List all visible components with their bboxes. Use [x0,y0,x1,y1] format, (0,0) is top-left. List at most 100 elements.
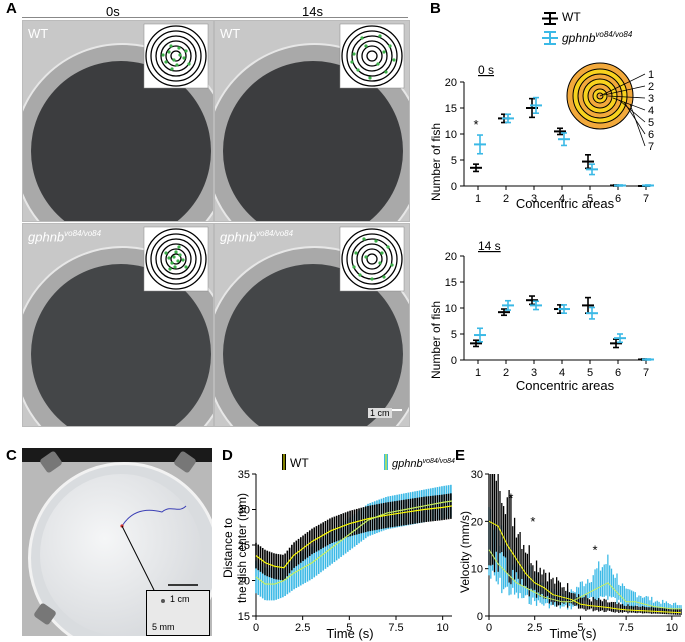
y-tick-label: 0 [451,181,457,193]
ring-label-1: 1 [648,69,654,81]
x-tick-label: 2.5 [527,622,542,634]
ylabel-b-top: Number of fish [429,123,443,201]
xlabel-b-top: Concentric areas [516,196,615,211]
legend-b-markers [542,12,558,45]
chart-e: Velocity (mm/s) Time (s) 0 10 20 30 0 2.5 5 7.5… [458,469,682,641]
x-tick-label: 7.5 [618,622,633,634]
ring-label-5: 5 [648,117,654,129]
panel-b-charts: Number of fish Concentric areas 0 s Numb… [429,62,654,393]
y-tick-label: 5 [451,329,457,341]
photo-label-mut: gphnbvo84/vo84 [28,229,101,244]
scale-label-a: 1 cm [368,408,392,418]
trajectory-overlay [120,505,198,591]
significance-star: * [593,542,598,557]
x-tick-label: 5 [346,622,352,634]
error-band-wt [255,493,452,581]
series-line-wt [255,505,453,569]
photo-label-wt: WT [28,26,49,41]
legend-d [282,454,388,470]
error-band-wt [488,474,682,615]
x-tick-label: 0 [486,622,492,634]
data-point-wt [554,127,566,136]
legend-d-wt: WT [290,456,309,470]
ylabel-d-1: Distance to [221,518,235,578]
ylabel-e: Velocity (mm/s) [458,511,472,593]
y-tick-label: 30 [238,505,250,517]
series-line-mut [255,500,453,585]
zoom-inset [146,590,210,636]
x-tick-label: 4 [559,193,565,205]
x-tick-label: 3 [531,193,537,205]
inset-target-mut-14s [339,226,405,292]
legend-b-mut: gphnbvo84/vo84 [562,30,632,45]
data-point-mut [558,132,570,147]
x-tick-label: 10 [666,622,678,634]
panel-e-letter: E [455,447,466,464]
inset-target-wt-0s [143,23,209,89]
x-tick-label: 5 [577,622,583,634]
scale-label-c-small: 5 mm [152,622,175,632]
data-point-mut [586,163,598,176]
panel-d-letter: D [222,447,233,464]
x-tick-label: 1 [475,367,481,379]
legend-d-mut-sup: vo84/vo84 [423,458,455,465]
series-line-wt [488,520,682,614]
legend-b-wt: WT [562,10,581,24]
data-point-mut [502,299,514,311]
ylabel-b-bottom: Number of fish [429,301,443,379]
x-tick-label: 5 [587,367,593,379]
y-tick-label: 10 [445,129,457,141]
legend-b-mut-sup: vo84/vo84 [595,30,633,39]
data-point-mut [558,304,570,315]
data-point-wt [526,295,538,306]
data-point-mut [530,96,542,114]
data-point-mut [586,306,598,320]
inset-target-wt-14s [339,23,405,89]
data-point-mut [474,134,486,155]
data-point-wt [498,308,510,317]
data-point-wt [470,163,482,173]
data-point-wt [470,339,482,348]
data-point-mut [474,327,486,343]
y-tick-label: 20 [471,516,483,528]
title-b-top: 0 s [478,63,494,77]
y-tick-label: 15 [238,611,250,623]
ylabel-d-2: the dish center (mm) [235,493,249,603]
genotype-base: gphnb [220,229,257,245]
data-point-mut [614,184,626,187]
data-point-wt [610,338,622,349]
xlabel-d: Time (s) [326,626,373,641]
legend-b-mut-base: gphnb [562,31,596,45]
y-tick-label: 5 [451,155,457,167]
photo-label-wt: WT [220,26,241,41]
x-tick-label: 0 [253,622,259,634]
y-tick-label: 30 [471,469,483,481]
chart-b-bottom: 0 5 10 15 20 1 2 3 4 5 6 7 [445,251,654,379]
data-point-wt [582,154,594,170]
significance-star: * [508,490,513,505]
x-tick-label: 3 [531,367,537,379]
y-tick-label: 15 [445,277,457,289]
x-tick-label: 7 [643,367,649,379]
genotype-sup: vo84/vo84 [256,229,294,238]
concentric-rings-icon [566,62,646,147]
genotype-base: gphnb [28,229,65,245]
inset-target-mut-0s [143,226,209,292]
x-tick-label: 4 [559,367,565,379]
x-tick-label: 7 [643,193,649,205]
chart-d-plot: 15 20 25 30 35 0 2.5 5 7.5 10 [238,469,453,634]
scale-label-c-big: 1 cm [170,594,190,604]
genotype-sup: vo84/vo84 [64,229,102,238]
x-tick-label: 7.5 [388,622,403,634]
y-tick-label: 15 [445,103,457,115]
photo-label-mut: gphnbvo84/vo84 [220,229,293,244]
series-line-mut [488,549,681,610]
significance-star: * [530,514,535,529]
data-point-mut [502,113,514,124]
ring-label-3: 3 [648,93,654,105]
panel-a-time-14: 14s [302,4,323,19]
data-point-mut [642,184,654,187]
